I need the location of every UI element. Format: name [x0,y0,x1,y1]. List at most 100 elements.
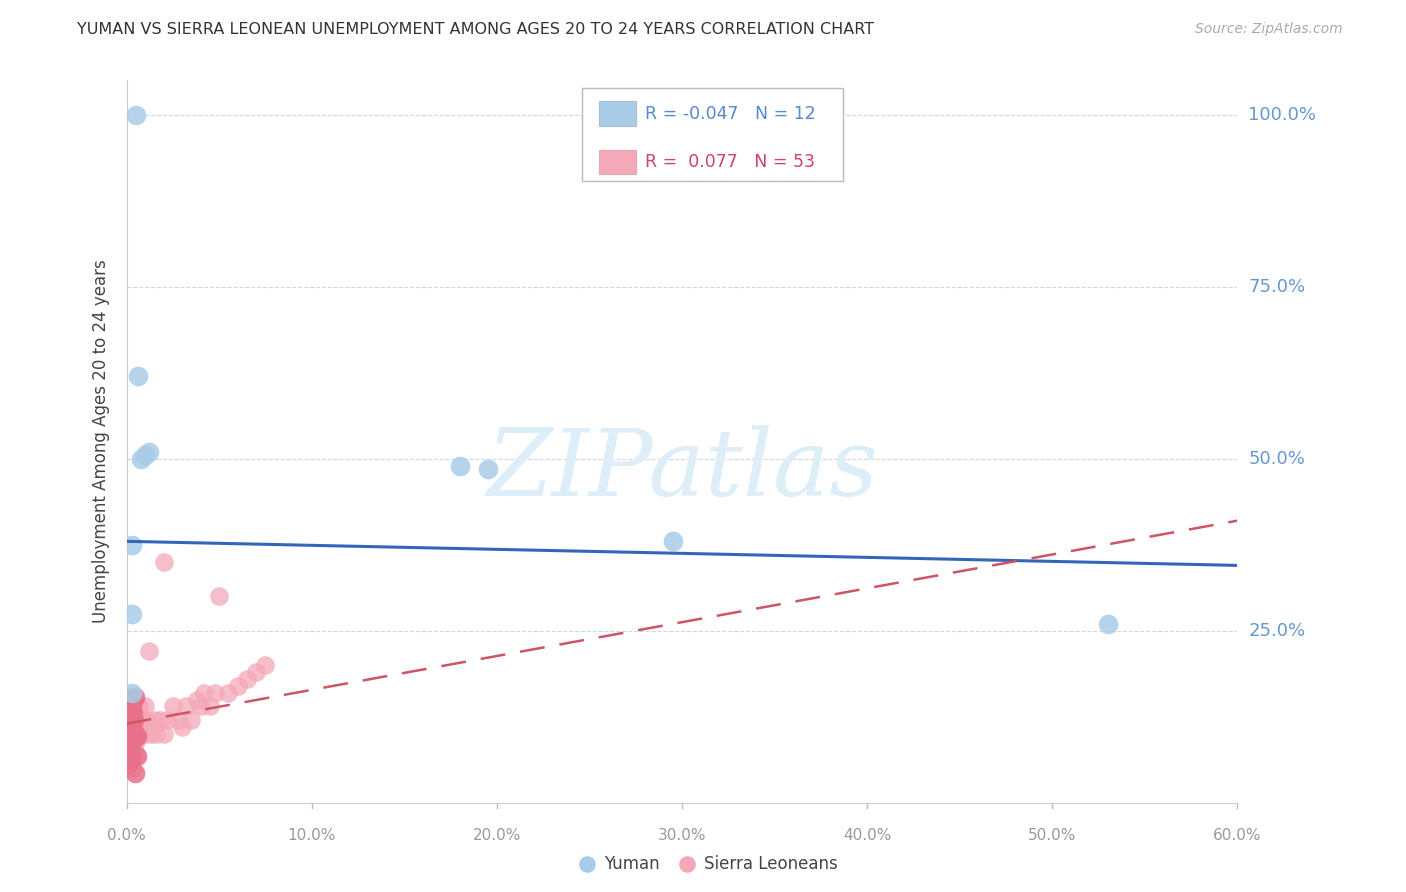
Point [208,590,231,604]
Point [121,538,143,552]
Point [172,720,194,734]
Text: 10.0%: 10.0% [287,828,336,843]
Text: R =  0.077   N = 53: R = 0.077 N = 53 [645,153,815,171]
FancyBboxPatch shape [582,87,844,181]
Y-axis label: Unemployment Among Ages 20 to 24 years: Unemployment Among Ages 20 to 24 years [91,260,110,624]
Point [134,448,156,462]
Point [174,699,197,714]
Point [883,855,905,869]
Point [121,607,143,621]
Text: 100.0%: 100.0% [1249,105,1316,124]
Point [127,727,149,741]
Point [122,740,145,755]
Point [121,761,143,775]
Point [127,749,149,764]
Point [117,691,139,706]
Text: 75.0%: 75.0% [1249,277,1306,296]
Point [138,445,160,459]
Point [120,755,142,769]
Point [117,728,139,742]
Point [135,713,157,727]
Point [120,734,142,748]
Point [122,727,145,741]
Text: 50.0%: 50.0% [1028,828,1077,843]
Point [128,713,150,727]
Point [120,751,142,765]
Point [122,713,145,727]
Point [127,713,149,727]
Point [124,690,146,704]
Point [127,699,149,714]
Point [134,699,156,714]
Point [162,699,184,714]
Text: Source: ZipAtlas.com: Source: ZipAtlas.com [1195,22,1343,37]
Point [449,458,471,473]
Point [120,725,142,739]
Point [121,740,143,755]
Point [118,738,141,752]
Text: 20.0%: 20.0% [472,828,522,843]
Point [120,738,142,752]
Text: YUMAN VS SIERRA LEONEAN UNEMPLOYMENT AMONG AGES 20 TO 24 YEARS CORRELATION CHART: YUMAN VS SIERRA LEONEAN UNEMPLOYMENT AMO… [77,22,875,37]
Text: 50.0%: 50.0% [1249,450,1305,467]
Point [198,699,221,714]
Point [217,686,239,700]
Point [125,729,148,743]
Point [125,747,148,762]
Point [132,713,155,727]
Point [190,699,212,714]
Point [1097,616,1119,631]
Point [477,462,499,476]
Point [128,727,150,741]
Text: Yuman: Yuman [605,855,659,873]
Text: 60.0%: 60.0% [1213,828,1261,843]
Point [204,686,226,700]
Point [149,713,172,727]
FancyBboxPatch shape [599,101,637,126]
Text: 0.0%: 0.0% [107,828,146,843]
Text: 40.0%: 40.0% [842,828,891,843]
Point [125,108,148,122]
Point [245,665,267,679]
Point [125,734,148,748]
Point [121,706,143,721]
Point [226,679,249,693]
Point [122,706,145,721]
Point [128,699,150,714]
Point [120,727,142,741]
Point [120,747,142,762]
FancyBboxPatch shape [599,150,637,174]
Point [121,719,143,733]
Point [139,727,162,741]
Point [124,766,146,780]
Point [152,727,174,741]
Point [236,672,259,686]
Point [138,644,160,658]
Text: Sierra Leoneans: Sierra Leoneans [704,855,838,873]
Point [186,692,208,706]
Point [121,693,143,707]
Point [143,713,166,727]
Point [121,699,143,714]
Text: R = -0.047   N = 12: R = -0.047 N = 12 [645,104,815,122]
Point [156,713,179,727]
Point [125,713,148,727]
Point [131,451,153,466]
Point [254,658,277,673]
Point [145,727,167,741]
Point [125,720,148,734]
Point [121,713,143,727]
Point [124,713,146,727]
Point [127,369,149,384]
Point [1050,855,1073,869]
Point [131,720,153,734]
Point [120,740,142,755]
Point [661,534,683,549]
Point [120,720,142,734]
Point [121,727,143,741]
Text: ZIPatlas: ZIPatlas [486,425,877,516]
Point [124,730,146,744]
Point [122,723,145,737]
Point [193,686,215,700]
Point [121,686,143,700]
